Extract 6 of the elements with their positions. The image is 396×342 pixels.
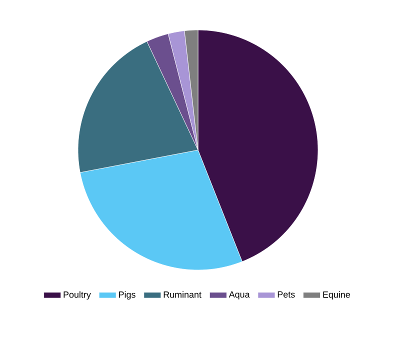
legend-label: Pigs: [119, 291, 136, 300]
legend-label: Equine: [323, 291, 350, 300]
legend-label: Aqua: [228, 291, 250, 300]
legend-label: Poultry: [64, 291, 91, 300]
legend-label: Ruminant: [164, 291, 202, 298]
legend-label: Pets: [278, 291, 295, 298]
